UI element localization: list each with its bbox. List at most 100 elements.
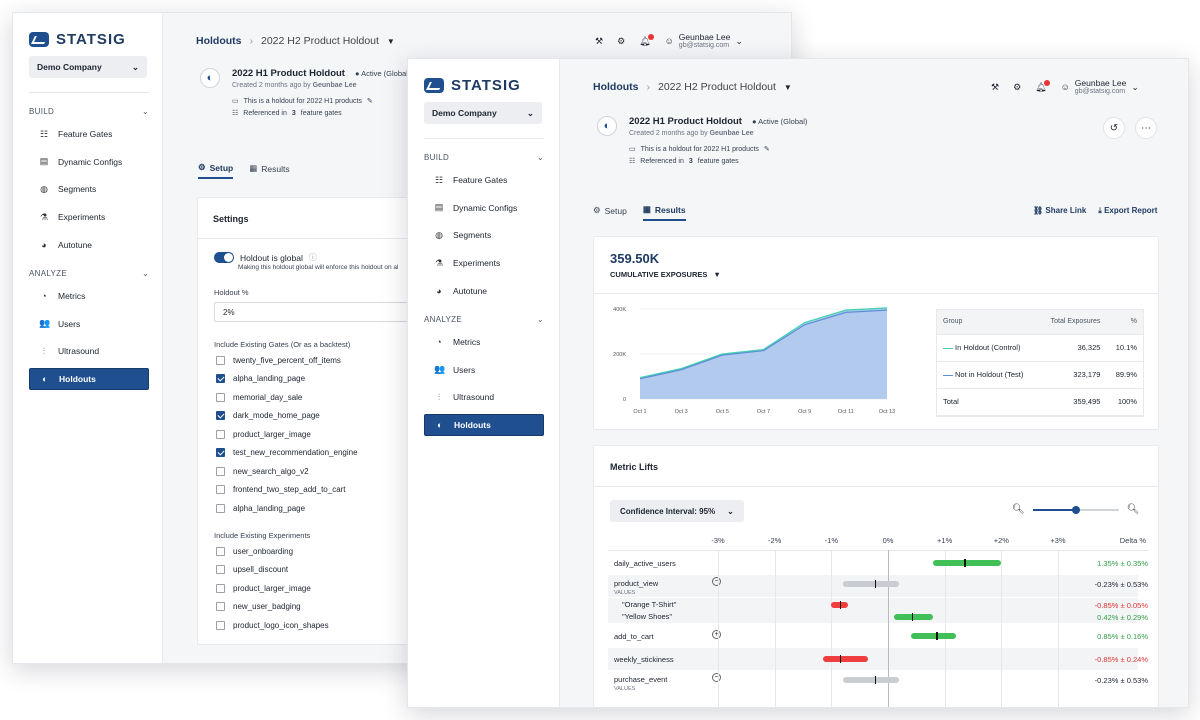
section-build[interactable]: BUILD ⌄ bbox=[424, 153, 544, 162]
confidence-interval-select[interactable]: Confidence Interval: 95% ⌄ bbox=[610, 500, 744, 522]
exposures-selector[interactable]: CUMULATIVE EXPOSURES ▼ bbox=[610, 270, 721, 279]
logo[interactable]: STATSIG bbox=[424, 77, 521, 94]
checkbox-row[interactable]: upsell_discount bbox=[216, 561, 329, 580]
edit-icon[interactable]: ✎ bbox=[763, 146, 770, 153]
checkbox-row[interactable]: test_new_recommendation_engine bbox=[216, 444, 358, 463]
tools-icon[interactable]: ⚒ bbox=[595, 35, 604, 46]
sidebar-item-users[interactable]: 👥 Users bbox=[29, 313, 149, 335]
breadcrumb-holdouts[interactable]: Holdouts bbox=[196, 35, 242, 47]
checkbox[interactable] bbox=[216, 583, 225, 593]
caret-down-icon[interactable]: ▼ bbox=[386, 36, 395, 46]
zoom-out-icon[interactable]: 🔍︎ bbox=[1012, 504, 1025, 515]
tab-setup[interactable]: ⚙ Setup bbox=[593, 205, 627, 216]
more-icon[interactable]: ⋯ bbox=[1135, 117, 1157, 139]
checkbox[interactable] bbox=[216, 546, 225, 556]
metric-row[interactable]: "Orange T-Shirt" bbox=[608, 598, 1138, 611]
metric-row[interactable]: daily_active_users bbox=[608, 552, 1138, 574]
sidebar-item-dynamic-configs[interactable]: ▤ Dynamic Configs bbox=[29, 151, 149, 173]
caret-down-icon[interactable]: ▼ bbox=[783, 82, 792, 92]
checkbox-row[interactable]: alpha_landing_page bbox=[216, 370, 358, 389]
breadcrumb-current[interactable]: 2022 H2 Product Holdout bbox=[658, 81, 776, 93]
logo[interactable]: STATSIG bbox=[29, 31, 126, 48]
breadcrumb-current[interactable]: 2022 H2 Product Holdout bbox=[261, 35, 379, 47]
bell-icon[interactable]: 🔔︎ bbox=[1035, 79, 1050, 93]
checkbox-row[interactable]: memorial_day_sale bbox=[216, 388, 358, 407]
expand-icon[interactable]: + bbox=[712, 630, 721, 639]
breadcrumb-holdouts[interactable]: Holdouts bbox=[593, 81, 639, 93]
tab-setup[interactable]: ⚙ Setup bbox=[198, 162, 234, 179]
sidebar-item-ultrasound[interactable]: ⫶ Ultrasound bbox=[424, 386, 544, 408]
checkbox[interactable] bbox=[216, 466, 225, 476]
checkbox[interactable] bbox=[216, 411, 225, 421]
checkbox-row[interactable]: frontend_two_step_add_to_cart bbox=[216, 481, 358, 500]
sidebar-item-holdouts[interactable]: ◐ Holdouts bbox=[29, 368, 149, 391]
holdout-percent-input[interactable]: 2% bbox=[214, 302, 414, 322]
sidebar-item-ultrasound[interactable]: ⫶ Ultrasound bbox=[29, 340, 149, 362]
autotune-icon: ◕ bbox=[436, 285, 442, 296]
company-selector[interactable]: Demo Company ⌄ bbox=[424, 102, 542, 124]
company-selector[interactable]: Demo Company ⌄ bbox=[29, 56, 147, 78]
sidebar-item-metrics[interactable]: ◔ Metrics bbox=[29, 285, 149, 307]
checkbox[interactable] bbox=[216, 355, 225, 365]
tools-icon[interactable]: ⚒ bbox=[991, 81, 1000, 92]
checkbox-row[interactable]: product_larger_image bbox=[216, 579, 329, 598]
checkbox[interactable] bbox=[216, 374, 225, 384]
edit-icon[interactable]: ✎ bbox=[366, 98, 373, 105]
collapse-icon[interactable]: − bbox=[712, 577, 721, 586]
section-build[interactable]: BUILD ⌄ bbox=[29, 107, 149, 116]
delta-value: -0.23% ± 0.53% bbox=[1094, 580, 1148, 589]
checkbox[interactable] bbox=[216, 565, 225, 575]
checkbox-row[interactable]: user_onboarding bbox=[216, 542, 329, 561]
sidebar-item-experiments[interactable]: ⚗ Experiments bbox=[29, 206, 149, 228]
checkbox[interactable] bbox=[216, 602, 225, 612]
sidebar-item-feature-gates[interactable]: ☷ Feature Gates bbox=[424, 169, 544, 191]
metric-row[interactable]: purchase_event VALUES − bbox=[608, 671, 1138, 693]
zoom-in-icon[interactable]: 🔍︎ bbox=[1126, 504, 1140, 515]
checkbox[interactable] bbox=[216, 620, 225, 630]
export-report-button[interactable]: ⤓ Export Report bbox=[1098, 206, 1158, 215]
holdout-global-toggle[interactable] bbox=[214, 252, 234, 263]
section-analyze[interactable]: ANALYZE ⌄ bbox=[424, 315, 544, 324]
sidebar-item-autotune[interactable]: ◕ Autotune bbox=[29, 234, 149, 256]
user-menu[interactable]: ☺ Geunbae Lee gb@statsig.com ⌄ bbox=[664, 32, 743, 50]
checkbox-row[interactable]: dark_mode_home_page bbox=[216, 407, 358, 426]
checkbox[interactable] bbox=[216, 392, 225, 402]
checkbox-row[interactable]: alpha_landing_page bbox=[216, 499, 358, 518]
sidebar-item-metrics[interactable]: ◔ Metrics bbox=[424, 331, 544, 353]
checkbox[interactable] bbox=[216, 429, 225, 439]
checkbox[interactable] bbox=[216, 485, 225, 495]
checkbox-row[interactable]: new_user_badging bbox=[216, 598, 329, 617]
checkbox[interactable] bbox=[216, 503, 225, 513]
history-icon[interactable]: ↺ bbox=[1103, 117, 1125, 139]
sidebar-item-holdouts[interactable]: ◐ Holdouts bbox=[424, 414, 544, 437]
user-menu[interactable]: ☺ Geunbae Lee gb@statsig.com ⌄ bbox=[1060, 78, 1139, 96]
checkbox-row[interactable]: product_larger_image bbox=[216, 425, 358, 444]
checkbox[interactable] bbox=[216, 448, 225, 458]
checkbox-row[interactable]: twenty_five_percent_off_items bbox=[216, 351, 358, 370]
metric-row[interactable]: add_to_cart + bbox=[608, 625, 1138, 647]
tab-results[interactable]: ▦ Results bbox=[642, 204, 686, 221]
sidebar-item-segments[interactable]: ◍ Segments bbox=[424, 224, 544, 246]
metric-row[interactable]: "Yellow Shoes" bbox=[608, 610, 1138, 623]
checkbox-row[interactable]: product_logo_icon_shapes bbox=[216, 616, 329, 635]
divider bbox=[29, 92, 149, 93]
collapse-icon[interactable]: − bbox=[712, 673, 721, 682]
checkbox-row[interactable]: new_search_algo_v2 bbox=[216, 462, 358, 481]
info-icon[interactable]: ⓘ bbox=[308, 253, 317, 262]
sidebar-item-segments[interactable]: ◍ Segments bbox=[29, 178, 149, 200]
gear-icon[interactable]: ⚙ bbox=[1013, 81, 1022, 92]
flask-icon: ⚗ bbox=[434, 257, 444, 268]
tab-results[interactable]: ▦ Results bbox=[249, 163, 290, 174]
section-analyze[interactable]: ANALYZE ⌄ bbox=[29, 269, 149, 278]
share-link-button[interactable]: ⛓ Share Link bbox=[1033, 206, 1087, 215]
sidebar-item-experiments[interactable]: ⚗ Experiments bbox=[424, 252, 544, 274]
zoom-slider[interactable] bbox=[1032, 505, 1119, 514]
gear-icon[interactable]: ⚙ bbox=[617, 35, 626, 46]
metric-row[interactable]: weekly_stickiness bbox=[608, 648, 1138, 670]
zoom-slider-handle[interactable] bbox=[1071, 505, 1080, 514]
sidebar-item-users[interactable]: 👥 Users bbox=[424, 359, 544, 381]
sidebar-item-feature-gates[interactable]: ☷ Feature Gates bbox=[29, 123, 149, 145]
bell-icon[interactable]: 🔔︎ bbox=[639, 33, 654, 47]
sidebar-item-dynamic-configs[interactable]: ▤ Dynamic Configs bbox=[424, 197, 544, 219]
sidebar-item-autotune[interactable]: ◕ Autotune bbox=[424, 280, 544, 302]
